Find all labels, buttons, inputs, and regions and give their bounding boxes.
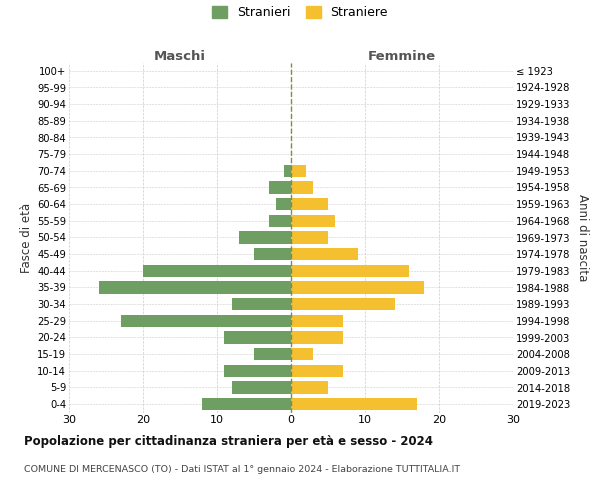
Bar (291, 181, 313, 194)
Bar (291, 198, 328, 210)
Y-axis label: Anni di nascita: Anni di nascita (576, 194, 589, 281)
Bar (291, 381, 328, 394)
Bar (291, 231, 328, 244)
Bar (254, 248, 291, 260)
Bar (276, 198, 291, 210)
Bar (291, 398, 417, 410)
Text: COMUNE DI MERCENASCO (TO) - Dati ISTAT al 1° gennaio 2024 - Elaborazione TUTTITA: COMUNE DI MERCENASCO (TO) - Dati ISTAT a… (24, 465, 460, 474)
Bar (269, 214, 291, 227)
Bar (291, 281, 424, 293)
Bar (291, 214, 335, 227)
Bar (232, 381, 291, 394)
Bar (224, 364, 291, 377)
Bar (291, 298, 395, 310)
Bar (291, 264, 409, 277)
Y-axis label: Fasce di età: Fasce di età (20, 202, 33, 272)
Text: Popolazione per cittadinanza straniera per età e sesso - 2024: Popolazione per cittadinanza straniera p… (24, 435, 433, 448)
Bar (98, 281, 291, 293)
Bar (291, 164, 306, 177)
Bar (291, 331, 343, 344)
Text: Femmine: Femmine (368, 50, 436, 62)
Bar (291, 348, 313, 360)
Bar (269, 181, 291, 194)
Bar (232, 298, 291, 310)
Bar (254, 348, 291, 360)
Bar (121, 314, 291, 327)
Bar (284, 164, 291, 177)
Bar (202, 398, 291, 410)
Bar (239, 231, 291, 244)
Bar (143, 264, 291, 277)
Legend: Stranieri, Straniere: Stranieri, Straniere (212, 6, 388, 19)
Bar (291, 364, 343, 377)
Bar (291, 314, 343, 327)
Bar (224, 331, 291, 344)
Bar (291, 248, 358, 260)
Text: Maschi: Maschi (154, 50, 206, 62)
